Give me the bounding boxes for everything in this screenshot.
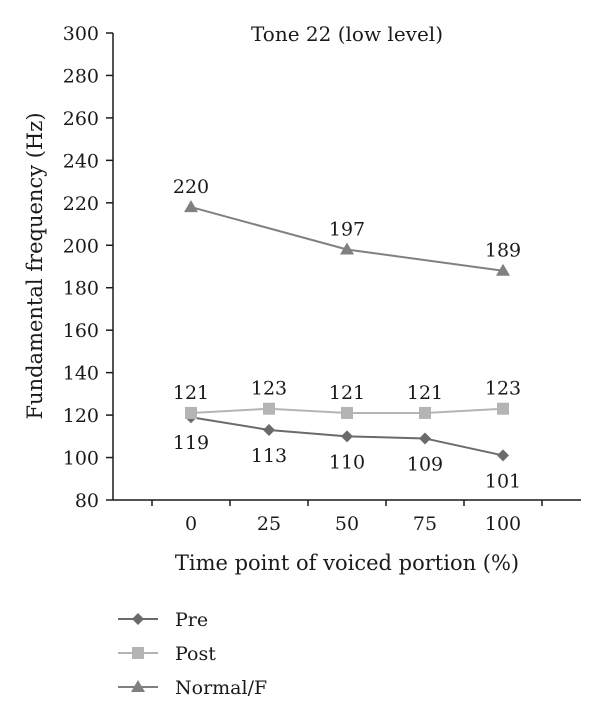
y-tick-label: 260 [63,108,99,130]
data-point [497,402,509,415]
data-labels: 119 113 110 109 101 121 123 121 121 123 220 197 189 [173,176,521,492]
y-tick-label: 140 [63,363,99,385]
legend-label: Normal/F [175,677,267,699]
legend-label: Post [175,643,216,665]
x-tick-label: 50 [335,513,359,535]
data-point [419,432,431,445]
data-point [184,200,198,213]
data-label: 119 [173,432,209,454]
data-point [263,423,275,436]
data-label: 109 [407,453,443,475]
legend-marker [132,647,144,659]
data-point [341,430,353,443]
y-tick-label: 160 [63,320,99,342]
data-label: 110 [329,451,365,473]
y-tick-label: 280 [63,65,99,87]
data-label: 121 [329,382,365,404]
x-tick-label: 100 [485,513,521,535]
x-tick-label: 0 [185,513,197,535]
data-label: 123 [251,378,287,400]
data-point [497,449,509,462]
y-tick-label: 240 [63,150,99,172]
x-tick-label: 25 [257,513,281,535]
y-tick-label: 220 [63,193,99,215]
data-point [419,406,431,419]
y-axis-title: Fundamental frequency (Hz) [23,112,47,419]
chart-title: Tone 22 (low level) [251,22,443,46]
data-label: 123 [485,378,521,400]
y-tick-label: 100 [63,448,99,470]
data-label: 101 [485,470,521,492]
y-tick-label: 200 [63,235,99,257]
data-label: 121 [407,382,443,404]
data-point [340,242,354,255]
legend-marker [131,680,145,692]
data-point [263,402,275,415]
y-tick-label: 300 [63,23,99,45]
data-point [185,406,197,419]
data-label: 220 [173,176,209,198]
data-label: 197 [329,219,365,241]
data-point [341,406,353,419]
data-label: 189 [485,240,521,262]
data-label: 113 [251,445,287,467]
data-label: 121 [173,382,209,404]
data-point [496,263,510,276]
legend-marker [132,613,144,625]
y-tick-label: 180 [63,278,99,300]
y-tick-label: 120 [63,405,99,427]
y-tick-label: 80 [75,490,99,512]
x-tick-label: 75 [413,513,437,535]
axes: 80 100 120 140 160 180 200 220 240 260 280 300 0 25 50… [63,23,581,535]
legend-label: Pre [175,609,208,631]
legend: Pre Post Normal/F [118,609,267,699]
series-layer [184,200,510,462]
x-axis-title: Time point of voiced portion (%) [175,551,519,575]
